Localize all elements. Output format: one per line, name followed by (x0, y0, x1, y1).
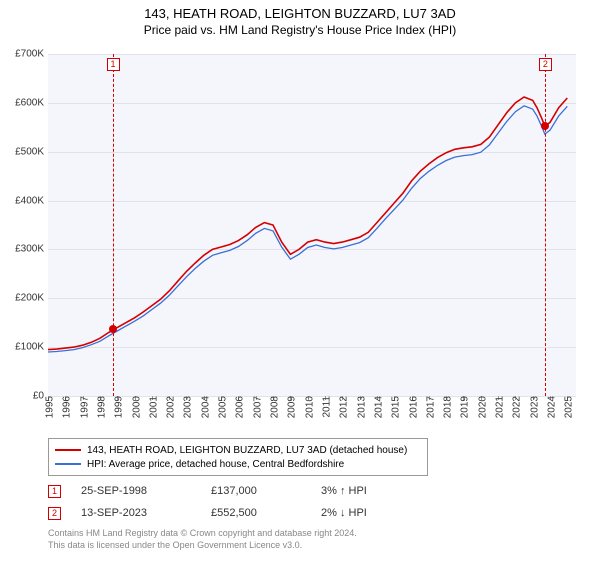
transaction-marker: 2 (48, 507, 61, 520)
x-axis-label: 2020 (473, 396, 488, 418)
attribution-line: This data is licensed under the Open Gov… (48, 540, 357, 552)
transaction-marker: 1 (48, 485, 61, 498)
series-line-hpi (48, 106, 567, 352)
event-marker-box: 1 (107, 58, 120, 71)
y-axis-label: £400K (15, 195, 48, 206)
x-axis-label: 1995 (41, 396, 56, 418)
attribution-text: Contains HM Land Registry data © Crown c… (48, 528, 357, 551)
price-chart: £0£100K£200K£300K£400K£500K£600K£700K199… (48, 54, 576, 396)
x-axis-label: 2009 (283, 396, 298, 418)
legend-box: 143, HEATH ROAD, LEIGHTON BUZZARD, LU7 3… (48, 438, 428, 476)
x-axis-label: 2000 (127, 396, 142, 418)
x-axis-label: 2007 (248, 396, 263, 418)
legend-swatch (55, 463, 81, 465)
transaction-delta: 3% ↑ HPI (321, 485, 411, 497)
legend-label: 143, HEATH ROAD, LEIGHTON BUZZARD, LU7 3… (87, 445, 407, 456)
legend-item: HPI: Average price, detached house, Cent… (55, 457, 421, 471)
event-marker-box: 2 (539, 58, 552, 71)
y-axis-label: £300K (15, 244, 48, 255)
x-axis-label: 2003 (179, 396, 194, 418)
y-axis-label: £500K (15, 146, 48, 157)
x-axis-label: 2017 (421, 396, 436, 418)
event-dot (109, 325, 117, 333)
x-axis-label: 1996 (58, 396, 73, 418)
transaction-price: £552,500 (211, 507, 321, 519)
x-axis-label: 1997 (75, 396, 90, 418)
event-vline (113, 54, 114, 396)
x-axis-label: 2011 (317, 396, 332, 418)
x-axis-label: 2019 (456, 396, 471, 418)
x-axis-label: 2024 (543, 396, 558, 418)
x-axis-label: 2025 (560, 396, 575, 418)
transaction-row: 2 13-SEP-2023£552,5002% ↓ HPI (48, 502, 411, 524)
x-axis-label: 1999 (110, 396, 125, 418)
x-axis-label: 2022 (508, 396, 523, 418)
x-axis-label: 2010 (300, 396, 315, 418)
x-axis-label: 2018 (439, 396, 454, 418)
legend-swatch (55, 449, 81, 451)
x-axis-label: 2013 (352, 396, 367, 418)
transaction-date: 25-SEP-1998 (81, 485, 211, 497)
series-line-property (48, 97, 567, 350)
y-axis-label: £700K (15, 49, 48, 60)
y-axis-label: £100K (15, 342, 48, 353)
y-axis-label: £200K (15, 293, 48, 304)
transaction-date: 13-SEP-2023 (81, 507, 211, 519)
x-axis-label: 2004 (196, 396, 211, 418)
x-axis-label: 2014 (369, 396, 384, 418)
x-axis-label: 2016 (404, 396, 419, 418)
x-axis-label: 2006 (231, 396, 246, 418)
event-dot (541, 122, 549, 130)
x-axis-label: 2015 (387, 396, 402, 418)
legend-item: 143, HEATH ROAD, LEIGHTON BUZZARD, LU7 3… (55, 443, 421, 457)
x-axis-label: 2005 (214, 396, 229, 418)
event-vline (545, 54, 546, 396)
y-axis-label: £600K (15, 97, 48, 108)
x-axis-label: 2023 (525, 396, 540, 418)
x-axis-label: 2021 (491, 396, 506, 418)
attribution-line: Contains HM Land Registry data © Crown c… (48, 528, 357, 540)
x-axis-label: 2002 (162, 396, 177, 418)
transaction-row: 1 25-SEP-1998£137,0003% ↑ HPI (48, 480, 411, 502)
legend-label: HPI: Average price, detached house, Cent… (87, 459, 344, 470)
x-axis-label: 2012 (335, 396, 350, 418)
chart-subtitle: Price paid vs. HM Land Registry's House … (0, 23, 600, 37)
transaction-delta: 2% ↓ HPI (321, 507, 411, 519)
x-axis-label: 1998 (92, 396, 107, 418)
chart-title: 143, HEATH ROAD, LEIGHTON BUZZARD, LU7 3… (0, 6, 600, 21)
x-axis-label: 2008 (266, 396, 281, 418)
x-axis-label: 2001 (144, 396, 159, 418)
transaction-table: 1 25-SEP-1998£137,0003% ↑ HPI 2 13-SEP-2023… (48, 480, 411, 524)
transaction-price: £137,000 (211, 485, 321, 497)
